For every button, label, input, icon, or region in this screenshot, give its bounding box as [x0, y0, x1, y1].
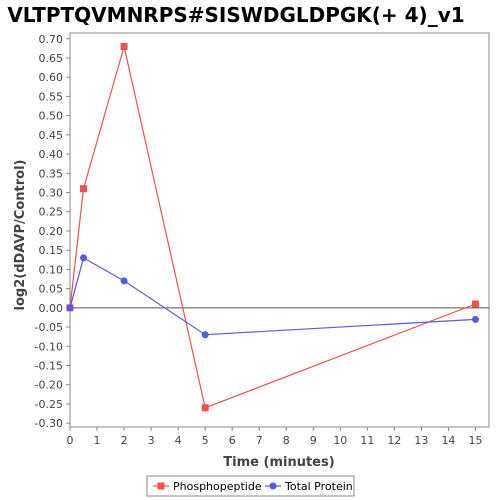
- y-tick-label: -0.10: [35, 340, 63, 353]
- chart-title: VLTPTQVMNRPS#SISWDGLDPGK(+ 4)_v1: [7, 3, 464, 27]
- legend-label-0: Phosphopeptide: [173, 480, 262, 493]
- x-tick-label: 3: [148, 434, 155, 447]
- data-point-circle: [120, 277, 128, 285]
- y-tick-label: 0.70: [39, 33, 64, 46]
- x-tick-label: 4: [175, 434, 182, 447]
- x-tick-label: 14: [441, 434, 455, 447]
- x-axis-label: Time (minutes): [223, 455, 334, 470]
- data-point-square: [471, 300, 479, 308]
- y-tick-label: -0.15: [35, 359, 63, 372]
- x-tick-label: 5: [202, 434, 209, 447]
- y-tick-label: -0.05: [35, 321, 63, 334]
- data-point-circle: [80, 254, 88, 262]
- legend-swatch-square: [157, 482, 165, 490]
- x-tick-label: 10: [333, 434, 347, 447]
- y-tick-label: 0.35: [39, 167, 64, 180]
- legend-swatch-circle: [269, 482, 277, 490]
- x-tick-label: 7: [256, 434, 263, 447]
- y-tick-label: 0.65: [39, 52, 64, 65]
- legend-label-1: Total Protein: [284, 480, 353, 493]
- x-tick-label: 13: [414, 434, 428, 447]
- y-tick-label: 0.15: [39, 244, 64, 257]
- y-axis-label: log2(dDAVP/Control): [13, 160, 28, 311]
- legend: Phosphopeptide Total Protein: [146, 475, 355, 497]
- x-tick-label: 6: [229, 434, 236, 447]
- x-tick-label: 12: [387, 434, 401, 447]
- data-point-circle: [201, 331, 209, 339]
- x-tick-label: 9: [310, 434, 317, 447]
- data-point-square: [120, 42, 128, 50]
- x-tick-label: 0: [67, 434, 74, 447]
- y-tick-label: 0.40: [39, 148, 64, 161]
- y-tick-label: 0.10: [39, 263, 64, 276]
- plot-frame: [69, 32, 490, 428]
- x-tick-label: 8: [283, 434, 290, 447]
- data-point-circle: [471, 315, 479, 323]
- plot-area: -0.30 -0.25 -0.20 -0.15 -0.10 -0.05 0.00 0.05 0.…: [35, 32, 490, 447]
- x-tick-label: 1: [94, 434, 101, 447]
- y-tick-label: 0.05: [39, 283, 64, 296]
- data-point-square: [201, 404, 209, 412]
- y-tick-label: 0.50: [39, 110, 64, 123]
- y-tick-label: 0.45: [39, 129, 64, 142]
- y-tick-label: 0.55: [39, 90, 64, 103]
- x-tick-label: 15: [468, 434, 482, 447]
- y-tick-label: 0.30: [39, 187, 64, 200]
- legend-box: [146, 475, 355, 497]
- y-tick-label: 0.60: [39, 71, 64, 84]
- y-tick-label: 0.00: [39, 302, 64, 315]
- y-tick-label: 0.25: [39, 206, 64, 219]
- y-tick-label: 0.20: [39, 225, 64, 238]
- x-tick-label: 2: [121, 434, 128, 447]
- data-point-circle: [66, 304, 74, 312]
- data-point-square: [80, 185, 88, 193]
- y-tick-label: -0.30: [35, 417, 63, 430]
- y-tick-label: -0.25: [35, 398, 63, 411]
- x-tick-label: 11: [360, 434, 374, 447]
- y-tick-label: -0.20: [35, 379, 63, 392]
